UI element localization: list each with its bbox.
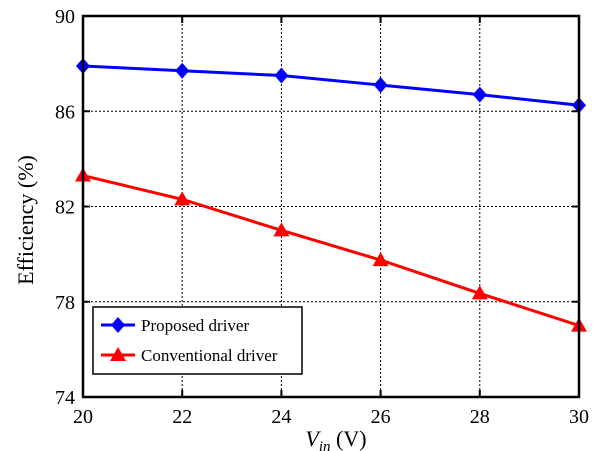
legend-label-conventional: Conventional driver: [141, 346, 278, 365]
data-point-1-4: [471, 285, 488, 300]
y-tick-label: 82: [55, 197, 75, 219]
data-point-0-1: [175, 62, 190, 79]
legend-marker-proposed: [111, 317, 125, 333]
series-line-1: [82, 174, 580, 327]
legend: Proposed driver Conventional driver: [92, 306, 303, 375]
x-tick-label: 24: [271, 406, 291, 428]
tick-labels: 20 22 24 26 28 30 74 78 82 86 90: [55, 6, 589, 428]
y-tick-label: 78: [55, 292, 75, 314]
data-point-1-1: [174, 191, 191, 206]
y-axis-title: Efficiency (%): [13, 155, 38, 285]
series-line-0: [82, 64, 580, 107]
y-tick-label: 74: [55, 387, 75, 409]
data-point-0-3: [373, 77, 388, 94]
x-axis-title-unit: (V): [331, 426, 367, 451]
series-layer: [75, 58, 587, 332]
x-tick-label: 26: [371, 406, 391, 428]
x-tick-label: 22: [172, 406, 192, 428]
legend-label-proposed: Proposed driver: [141, 316, 249, 335]
x-axis-title: Vin (V): [305, 426, 366, 451]
legend-box: [92, 306, 303, 375]
data-point-1-2: [273, 222, 290, 237]
x-axis-title-variable: V: [305, 426, 321, 451]
legend-marker-conventional: [110, 347, 126, 361]
data-point-0-2: [274, 67, 289, 84]
data-point-1-3: [372, 252, 389, 267]
x-tick-label: 28: [470, 406, 490, 428]
x-tick-label: 30: [569, 406, 589, 428]
y-tick-label: 86: [55, 101, 75, 123]
axis-ticks: [82, 15, 580, 398]
data-point-0-4: [472, 86, 487, 103]
x-axis-title-subscript: in: [319, 439, 331, 451]
x-tick-label: 20: [73, 406, 93, 428]
y-tick-label: 90: [55, 6, 75, 28]
